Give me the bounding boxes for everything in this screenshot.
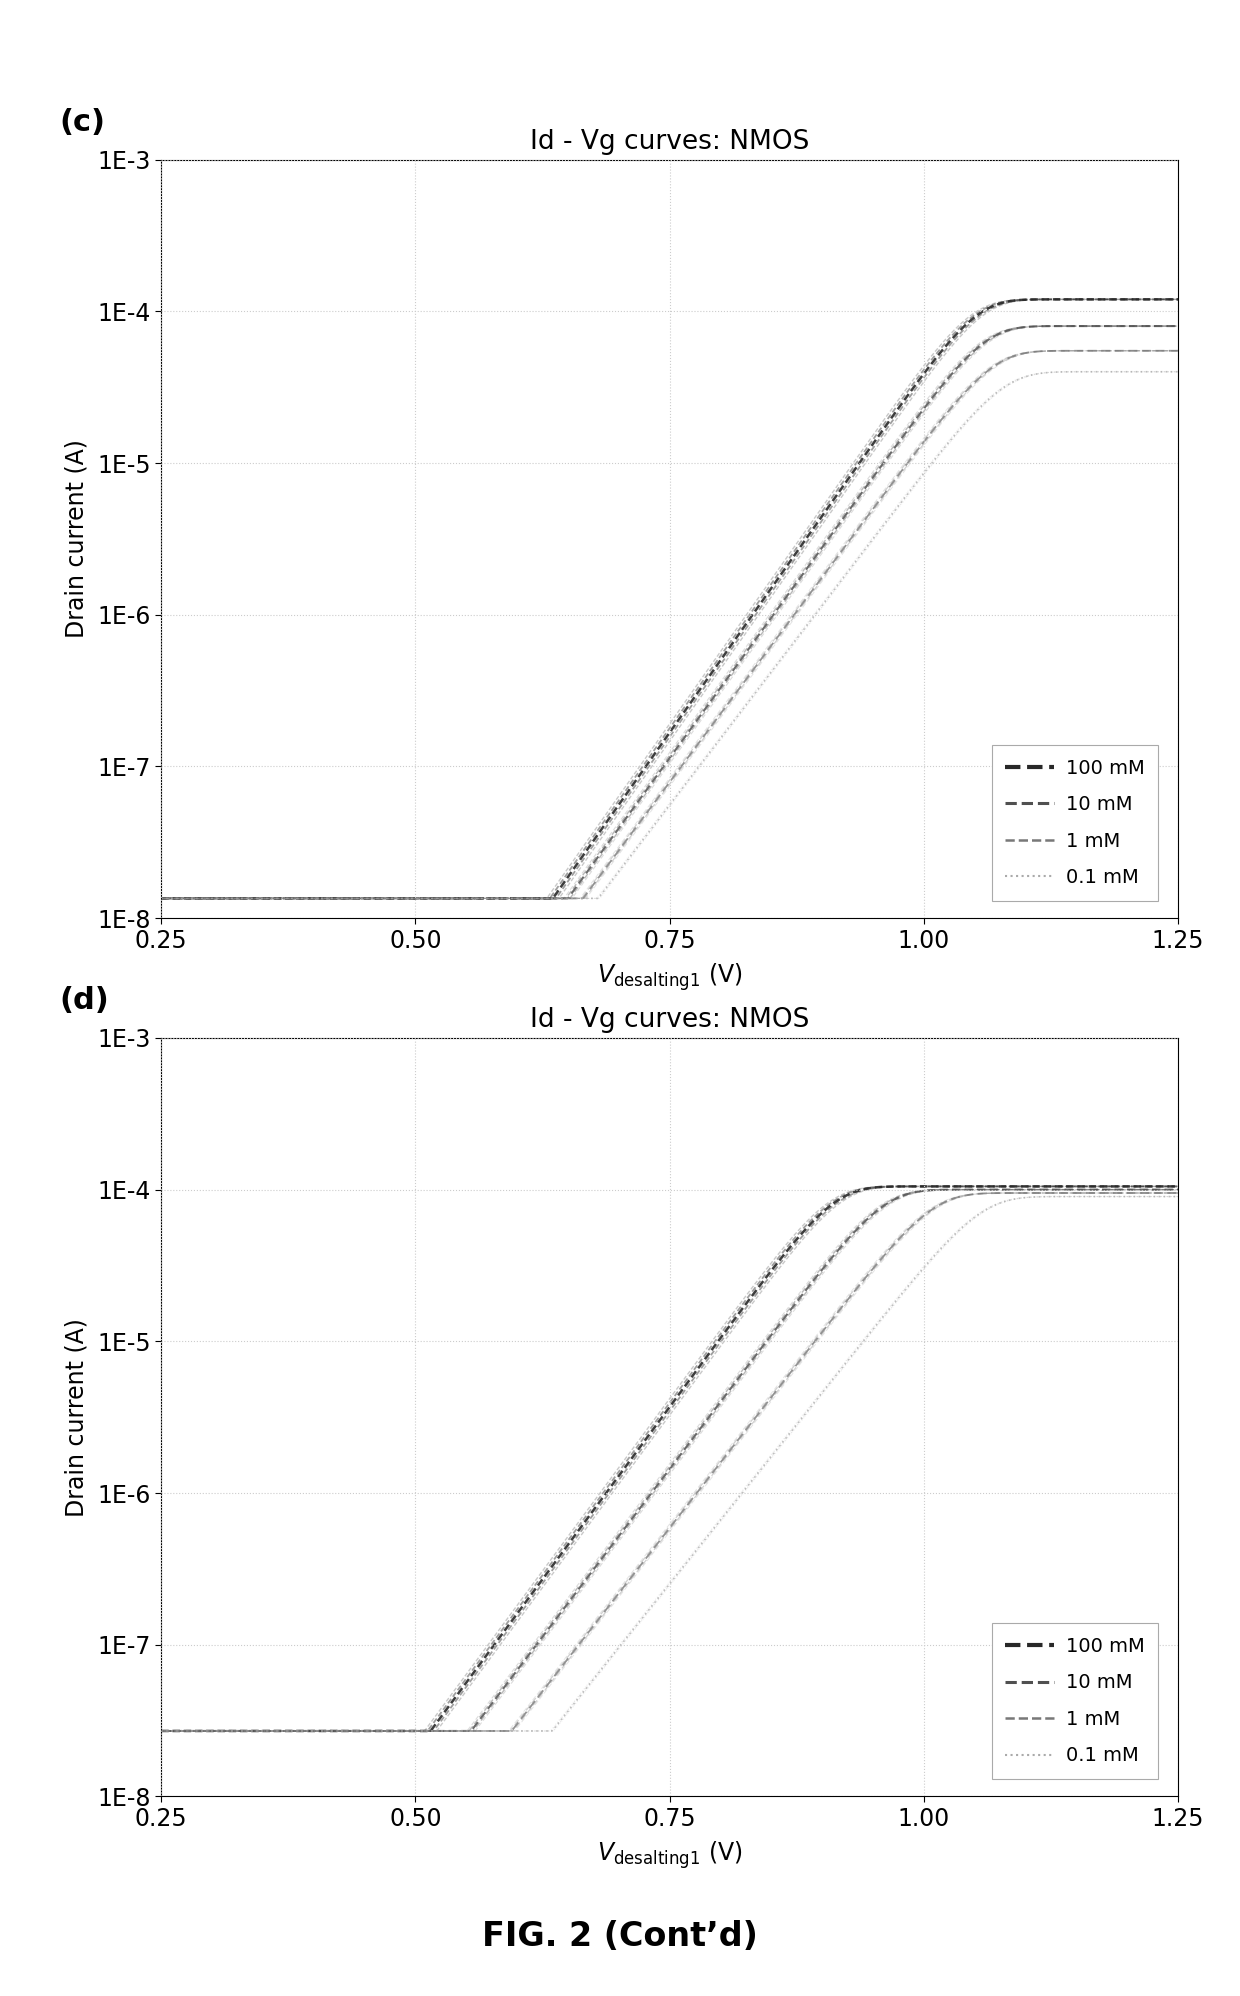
Text: FIG. 2 (Cont’d): FIG. 2 (Cont’d) (482, 1920, 758, 1952)
Y-axis label: Drain current (A): Drain current (A) (64, 1317, 89, 1517)
Y-axis label: Drain current (A): Drain current (A) (64, 439, 89, 639)
Text: (d): (d) (60, 986, 109, 1016)
Text: (c): (c) (60, 108, 105, 138)
X-axis label: $V_{\rm desalting1}\ \rm (V)$: $V_{\rm desalting1}\ \rm (V)$ (596, 960, 743, 992)
Title: Id - Vg curves: NMOS: Id - Vg curves: NMOS (529, 128, 810, 154)
Legend: 100 mM, 10 mM, 1 mM, 0.1 mM: 100 mM, 10 mM, 1 mM, 0.1 mM (992, 1623, 1158, 1778)
X-axis label: $V_{\rm desalting1}\ \rm (V)$: $V_{\rm desalting1}\ \rm (V)$ (596, 1838, 743, 1870)
Title: Id - Vg curves: NMOS: Id - Vg curves: NMOS (529, 1006, 810, 1032)
Legend: 100 mM, 10 mM, 1 mM, 0.1 mM: 100 mM, 10 mM, 1 mM, 0.1 mM (992, 745, 1158, 900)
